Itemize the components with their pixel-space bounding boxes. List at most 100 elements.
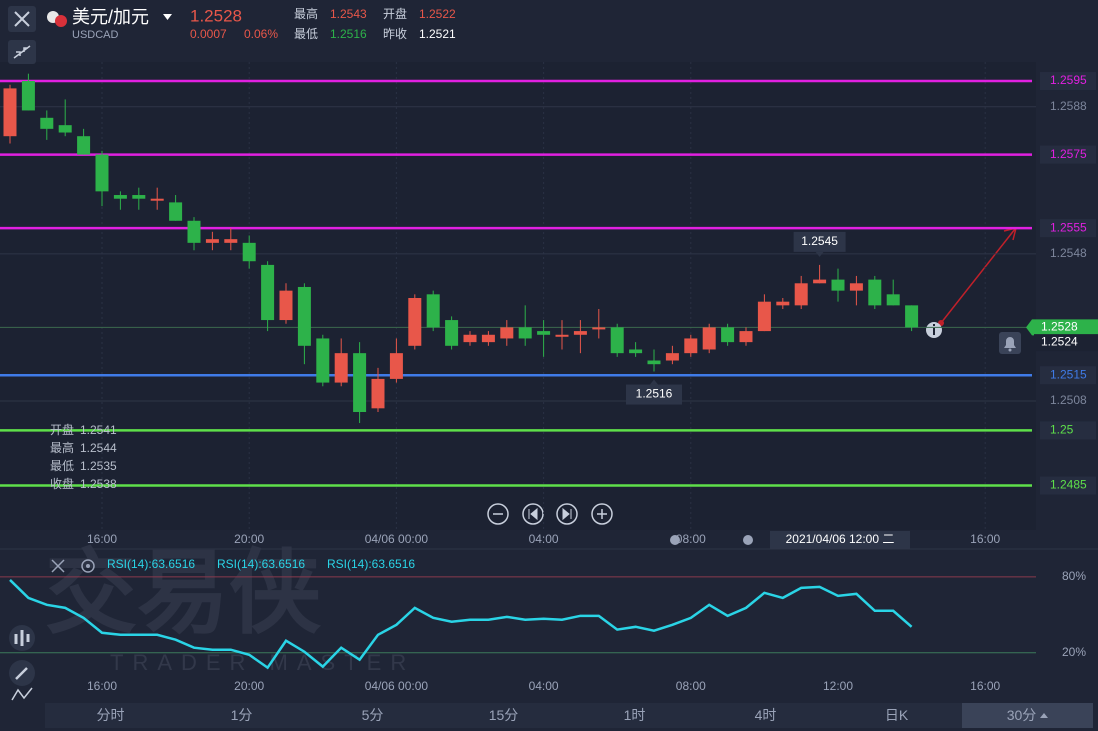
low-marker-box bbox=[626, 384, 682, 405]
candle-body bbox=[132, 195, 146, 199]
candle-body bbox=[739, 331, 753, 343]
candle-body bbox=[886, 294, 900, 306]
candle-body bbox=[481, 334, 495, 343]
candle-body bbox=[610, 327, 624, 354]
zoom-out[interactable] bbox=[487, 503, 509, 525]
candle-body bbox=[537, 331, 551, 335]
candle-body bbox=[684, 338, 698, 354]
high-label: 最高 bbox=[294, 6, 318, 21]
crosshair-label: 2021/04/06 12:00 二 bbox=[786, 532, 895, 546]
scroll-end[interactable] bbox=[556, 503, 578, 525]
pair-name[interactable]: 美元/加元 bbox=[72, 7, 149, 27]
candle-body bbox=[721, 327, 735, 343]
timeframe-button[interactable]: 4时 bbox=[754, 707, 777, 723]
indicator-settings[interactable] bbox=[81, 559, 95, 573]
candle-body bbox=[21, 81, 35, 111]
x-tick-label: 08:00 bbox=[676, 532, 706, 546]
x-tick-label: 04/06 00:00 bbox=[365, 532, 429, 546]
close-button[interactable] bbox=[8, 6, 36, 32]
watermark-subtitle: TRADER MASTER bbox=[110, 650, 415, 675]
low-marker: 1.2516 bbox=[636, 387, 673, 401]
candle-body bbox=[205, 239, 219, 243]
candle-body bbox=[518, 327, 532, 339]
y-tick-label: 20% bbox=[1062, 645, 1086, 659]
candle-body bbox=[831, 279, 845, 291]
candle-body bbox=[463, 334, 477, 343]
candle-body bbox=[95, 154, 109, 192]
candle-body bbox=[169, 202, 183, 221]
timeframe-button[interactable]: 30分 bbox=[962, 703, 1093, 728]
level-label-box bbox=[1040, 476, 1096, 495]
candle-body bbox=[353, 353, 367, 412]
timeframe-button[interactable]: 15分 bbox=[488, 707, 519, 723]
candle-body bbox=[316, 338, 330, 383]
candle-body bbox=[113, 195, 127, 199]
tool-draw[interactable] bbox=[9, 660, 35, 686]
x-tick-label: 20:00 bbox=[234, 532, 264, 546]
candle-body bbox=[77, 136, 91, 155]
tool-candles[interactable] bbox=[9, 625, 35, 651]
candle-body bbox=[297, 286, 311, 346]
scroll-handle[interactable] bbox=[670, 535, 680, 545]
open-label: 开盘 bbox=[383, 6, 407, 21]
zoom-controls bbox=[487, 503, 613, 525]
candle-body bbox=[702, 327, 716, 350]
scroll-start[interactable] bbox=[522, 503, 544, 525]
x-tick-label: 04/06 00:00 bbox=[365, 679, 429, 693]
timeframe-button[interactable]: 1分 bbox=[230, 707, 253, 723]
info-icon[interactable] bbox=[926, 322, 942, 338]
level-label-box bbox=[1040, 219, 1096, 238]
candle-body bbox=[592, 327, 606, 330]
candle-body bbox=[776, 301, 790, 306]
timeframe-bar: 分时 1分 5分 15分 1时 4时 日K 30分 bbox=[45, 703, 1093, 728]
timeframe-button[interactable]: 5分 bbox=[361, 707, 384, 723]
timeframe-button[interactable]: 分时 bbox=[96, 707, 125, 723]
x-tick-label: 04:00 bbox=[529, 679, 559, 693]
candle-body bbox=[187, 220, 201, 243]
candle-body bbox=[500, 327, 514, 339]
ohlc-value: 1.2535 bbox=[80, 459, 117, 473]
candle-body bbox=[242, 242, 256, 262]
candle-body bbox=[408, 298, 422, 346]
ohlc-label: 收盘 bbox=[50, 476, 74, 491]
scroll-handle[interactable] bbox=[743, 535, 753, 545]
ohlc-label: 最低 bbox=[50, 459, 74, 473]
pair-dropdown[interactable] bbox=[163, 14, 172, 20]
candle-body bbox=[573, 331, 587, 335]
open-value: 1.2522 bbox=[419, 7, 456, 21]
x-tick-label: 16:00 bbox=[970, 679, 1000, 693]
timeframe-button[interactable]: 日K bbox=[884, 707, 909, 723]
alert-bell[interactable] bbox=[999, 332, 1021, 354]
indicator-close[interactable] bbox=[51, 559, 65, 573]
x-tick-label: 12:00 bbox=[823, 679, 853, 693]
indicator-label: RSI(14):63.6516 bbox=[107, 557, 195, 571]
ohlc-value: 1.2544 bbox=[80, 441, 117, 455]
indicator-label: RSI(14):63.6516 bbox=[327, 557, 415, 571]
timeframe-button[interactable]: 1时 bbox=[623, 707, 646, 723]
x-tick-label: 08:00 bbox=[676, 679, 706, 693]
tool-indicator[interactable] bbox=[11, 687, 33, 701]
x-tick-label: 04:00 bbox=[529, 532, 559, 546]
candle-body bbox=[757, 301, 771, 332]
crosshair-box bbox=[770, 531, 910, 549]
candle-body bbox=[58, 125, 72, 133]
collapse-button[interactable] bbox=[8, 40, 36, 64]
high-marker-box bbox=[793, 231, 846, 252]
level-label: 1.2575 bbox=[1050, 147, 1087, 161]
y-tick-label: 1.2508 bbox=[1050, 393, 1087, 407]
alert-price-label: 1.2524 bbox=[1041, 334, 1078, 348]
candle-body bbox=[3, 88, 17, 137]
x-tick-label: 20:00 bbox=[234, 679, 264, 693]
low-label: 最低 bbox=[294, 27, 318, 41]
change: 0.0007 bbox=[190, 27, 227, 41]
high-marker: 1.2545 bbox=[801, 234, 838, 248]
y-tick-label: 80% bbox=[1062, 569, 1086, 583]
ohlc-label: 最高 bbox=[50, 440, 74, 455]
side-tools bbox=[9, 625, 35, 701]
candle-body bbox=[279, 290, 293, 321]
y-tick-label: 1.2588 bbox=[1050, 99, 1087, 113]
candle-body bbox=[868, 279, 882, 306]
candle-body bbox=[224, 239, 238, 243]
zoom-in[interactable] bbox=[591, 503, 613, 525]
